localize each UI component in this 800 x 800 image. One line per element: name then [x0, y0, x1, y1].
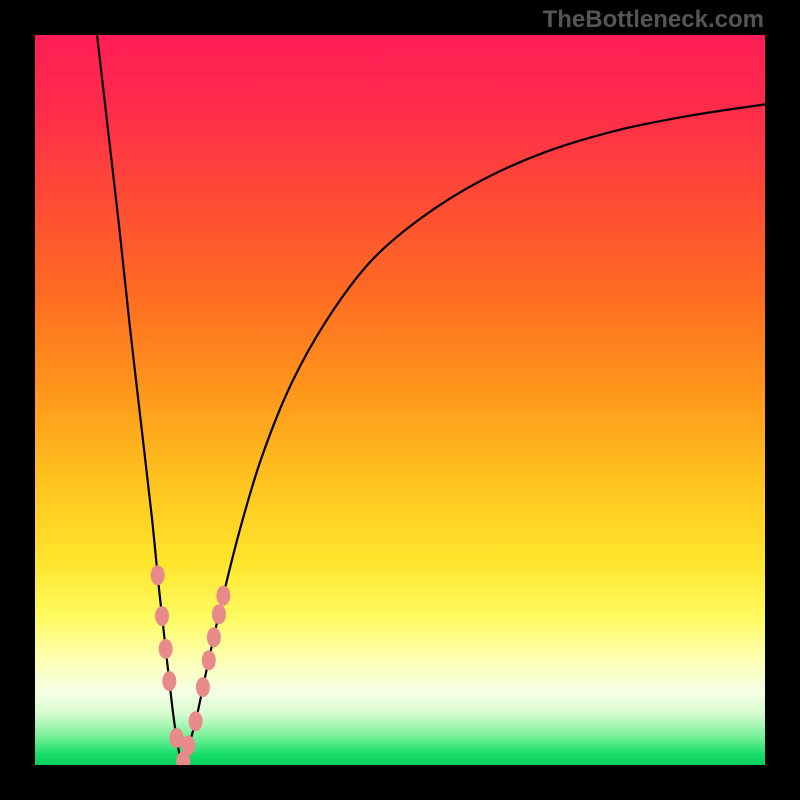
watermark-text: TheBottleneck.com: [543, 6, 764, 34]
gradient-background: [35, 35, 765, 765]
chart-container: TheBottleneck.com: [0, 0, 800, 800]
plot-area: [35, 35, 765, 765]
